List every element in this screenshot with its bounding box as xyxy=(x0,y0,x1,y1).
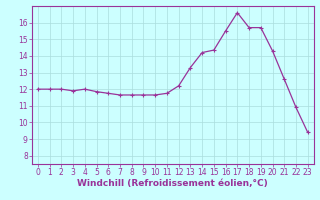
X-axis label: Windchill (Refroidissement éolien,°C): Windchill (Refroidissement éolien,°C) xyxy=(77,179,268,188)
